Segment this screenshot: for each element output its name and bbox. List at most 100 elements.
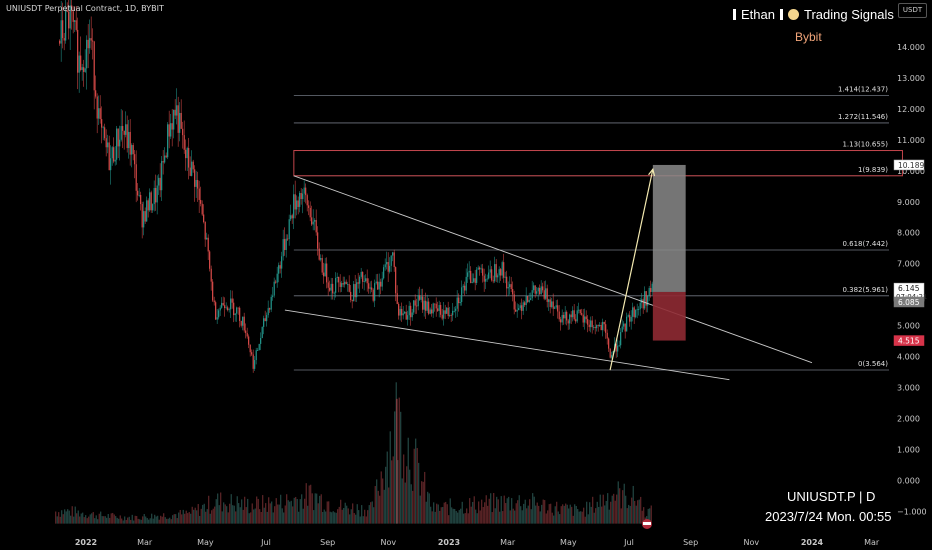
volume-bar (448, 515, 450, 524)
candle-body (300, 192, 302, 200)
volume-bar (430, 506, 432, 524)
candle-body (414, 300, 416, 306)
volume-bar (422, 481, 424, 524)
volume-bar (446, 504, 448, 524)
volume-bar (205, 511, 207, 524)
volume-bar (98, 513, 100, 524)
volume-bar (413, 448, 415, 524)
candle-body (596, 325, 598, 329)
volume-bar (151, 513, 153, 524)
candle-body (75, 20, 77, 30)
event-marker-icon-glyph (643, 522, 651, 525)
candle-body (113, 147, 115, 162)
volume-bar (382, 478, 384, 524)
candle-body (474, 278, 476, 283)
volume-bar (464, 513, 466, 524)
candle-body (192, 161, 194, 170)
candle-body (237, 307, 239, 309)
volume-bar (544, 500, 546, 524)
candle-body (368, 283, 370, 289)
x-tick-label: Jul (623, 538, 634, 547)
volume-bar (233, 505, 235, 524)
volume-bar (362, 516, 364, 524)
candle-body (164, 155, 166, 163)
volume-bar (275, 498, 277, 524)
candle-body (272, 295, 274, 297)
candle-body (104, 127, 106, 139)
candle-body (539, 288, 541, 295)
volume-bar (541, 504, 543, 524)
candle-body (321, 258, 323, 273)
candle-body (570, 314, 572, 318)
volume-bar (283, 512, 285, 524)
volume-bar (398, 397, 400, 524)
x-tick-label: May (560, 538, 577, 547)
volume-bar (133, 520, 135, 524)
candle-body (380, 281, 382, 287)
volume-bar (509, 510, 511, 524)
volume-bar (436, 503, 438, 524)
volume-bar (95, 515, 97, 524)
volume-bar (400, 411, 402, 524)
candle-body (96, 96, 98, 119)
candle-body (557, 305, 559, 312)
candle-body (177, 105, 179, 133)
candle-body (366, 278, 368, 284)
price-axis-label: 6.085 (898, 298, 920, 307)
candle-body (476, 269, 478, 283)
volume-bar (620, 508, 622, 524)
volume-bar (242, 509, 244, 524)
volume-bar (610, 501, 612, 524)
volume-bar (622, 490, 624, 524)
volume-bar (391, 460, 393, 524)
volume-bar (295, 496, 297, 524)
candle-body (108, 142, 110, 171)
candle-body (615, 343, 617, 352)
candle-body (176, 105, 178, 116)
candle-body (546, 288, 548, 302)
volume-bar (134, 515, 136, 524)
candle-body (168, 124, 170, 137)
candle-body (275, 281, 277, 283)
candle-body (453, 310, 455, 312)
volume-bar (280, 494, 282, 524)
volume-bar (209, 513, 211, 524)
volume-bar (236, 496, 238, 524)
candle-body (518, 308, 520, 311)
volume-bar (607, 493, 609, 524)
currency-button[interactable]: USDT (898, 3, 927, 18)
volume-bar (71, 506, 73, 524)
volume-bar (343, 508, 345, 524)
candle-body (110, 158, 112, 171)
candle-body (456, 297, 458, 309)
volume-bar (215, 499, 217, 524)
volume-bar (643, 507, 645, 524)
candle-body (401, 308, 403, 316)
volume-bar (584, 516, 586, 524)
chart-header-title: UNIUSDT Perpetual Contract, 1D, BYBIT (6, 4, 164, 13)
candle-body (65, 10, 67, 41)
volume-bar (229, 503, 231, 524)
candle-body (263, 318, 265, 327)
candle-body (351, 300, 353, 302)
volume-bar (322, 511, 324, 524)
volume-bar (338, 506, 340, 524)
candle-body (72, 11, 74, 22)
volume-bar (389, 431, 391, 524)
candle-body (545, 288, 547, 299)
candle-body (273, 281, 275, 296)
volume-bar (625, 495, 627, 524)
candle-body (407, 315, 409, 320)
candle-body (341, 283, 343, 287)
candle-body (299, 192, 301, 207)
volume-bar (104, 516, 106, 524)
candle-body (611, 355, 613, 358)
volume-bar (491, 512, 493, 524)
candle-body (87, 39, 89, 49)
volume-bar (199, 515, 201, 524)
volume-bar (539, 511, 541, 524)
candle-body (621, 326, 623, 333)
volume-bar (380, 471, 382, 524)
fib-level-label: 1.414(12.437) (838, 85, 888, 93)
